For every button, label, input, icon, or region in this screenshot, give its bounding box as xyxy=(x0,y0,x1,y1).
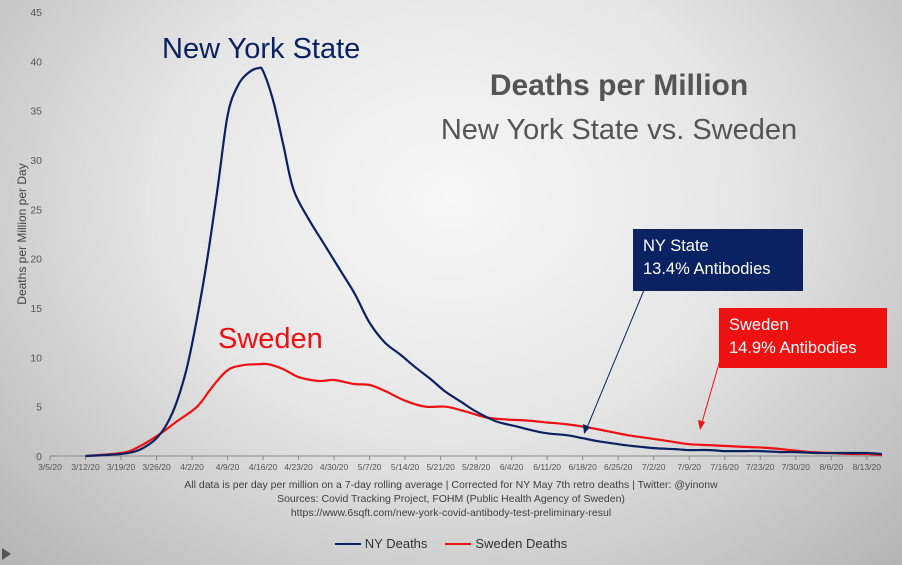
play-arrow-icon[interactable] xyxy=(2,548,11,560)
footer-note: All data is per day per million on a 7-d… xyxy=(184,479,718,491)
y-tick-label: 5 xyxy=(36,402,42,414)
x-tick-label: 4/23/20 xyxy=(284,462,313,472)
sweden-callout-value: 14.9% Antibodies xyxy=(729,339,857,357)
ny-deaths-line xyxy=(85,66,883,458)
sweden-callout-arrowhead xyxy=(698,420,705,430)
x-tick-label: 7/23/20 xyxy=(746,462,775,472)
x-tick-label: 7/30/20 xyxy=(782,462,811,472)
x-tick-label: 5/28/20 xyxy=(462,462,491,472)
footer-sources: Sources: Covid Tracking Project, FOHM (P… xyxy=(277,493,625,505)
y-axis-label: Deaths per Million per Day xyxy=(15,163,29,304)
y-axis-ticks: 0 5 10 15 20 25 30 35 40 45 xyxy=(30,7,42,463)
x-tick-label: 4/30/20 xyxy=(320,462,349,472)
y-tick-label: 35 xyxy=(30,106,42,118)
sweden-antibodies-callout: Sweden 14.9% Antibodies xyxy=(719,308,887,368)
x-tick-label: 3/26/20 xyxy=(142,462,171,472)
x-tick-label: 5/7/20 xyxy=(358,462,382,472)
ny-callout-arrow xyxy=(585,289,645,431)
legend-item-ny: NY Deaths xyxy=(334,536,428,551)
x-tick-label: 4/9/20 xyxy=(216,462,240,472)
footer-url: https://www.6sqft.com/new-york-covid-ant… xyxy=(290,507,612,519)
x-tick-label: 7/2/20 xyxy=(642,462,666,472)
x-tick-label: 6/25/20 xyxy=(604,462,633,472)
x-tick-label: 3/19/20 xyxy=(107,462,136,472)
legend: NY Deaths Sweden Deaths xyxy=(0,536,902,551)
x-tick-label: 8/6/20 xyxy=(819,462,843,472)
chart-title: Deaths per Million xyxy=(490,69,748,102)
sweden-callout-arrow xyxy=(700,359,721,427)
x-tick-label: 6/11/20 xyxy=(533,462,561,472)
ny-series-label: New York State xyxy=(162,33,360,65)
legend-swatch-sweden xyxy=(445,542,472,545)
legend-swatch-ny xyxy=(334,542,361,545)
y-tick-label: 20 xyxy=(30,254,42,266)
sweden-series-label: Sweden xyxy=(218,323,323,355)
ny-antibodies-callout: NY State 13.4% Antibodies xyxy=(633,229,803,291)
ny-callout-value: 13.4% Antibodies xyxy=(643,260,771,278)
x-tick-label: 4/16/20 xyxy=(249,462,278,472)
y-tick-label: 25 xyxy=(30,204,42,216)
y-tick-label: 40 xyxy=(30,56,42,68)
ny-callout-title: NY State xyxy=(643,237,709,255)
x-tick-label: 3/5/20 xyxy=(38,462,62,472)
legend-item-sweden: Sweden Deaths xyxy=(445,536,567,551)
y-tick-label: 10 xyxy=(30,352,42,364)
y-tick-label: 30 xyxy=(30,155,42,167)
x-tick-label: 4/2/20 xyxy=(180,462,204,472)
sweden-callout-title: Sweden xyxy=(729,316,789,334)
x-tick-label: 3/12/20 xyxy=(71,462,100,472)
legend-label-sweden: Sweden Deaths xyxy=(475,536,568,551)
x-tick-label: 6/4/20 xyxy=(500,462,524,472)
x-tick-label: 6/18/20 xyxy=(568,462,597,472)
chart-subtitle: New York State vs. Sweden xyxy=(441,114,797,146)
x-tick-label: 5/21/20 xyxy=(426,462,455,472)
y-tick-label: 45 xyxy=(30,7,42,19)
x-tick-label: 8/13/20 xyxy=(853,462,882,472)
y-tick-label: 0 xyxy=(36,451,42,463)
x-tick-label: 7/16/20 xyxy=(711,462,740,472)
ny-callout-arrowhead xyxy=(583,424,590,434)
x-tick-label: 5/14/20 xyxy=(391,462,420,472)
x-axis-ticks: 3/5/20 3/12/20 3/19/20 3/26/20 4/2/20 4/9/20 4… xyxy=(38,456,881,472)
sweden-deaths-line xyxy=(85,362,883,458)
legend-label-ny: NY Deaths xyxy=(364,536,428,551)
x-tick-label: 7/9/20 xyxy=(677,462,701,472)
y-tick-label: 15 xyxy=(30,303,42,315)
